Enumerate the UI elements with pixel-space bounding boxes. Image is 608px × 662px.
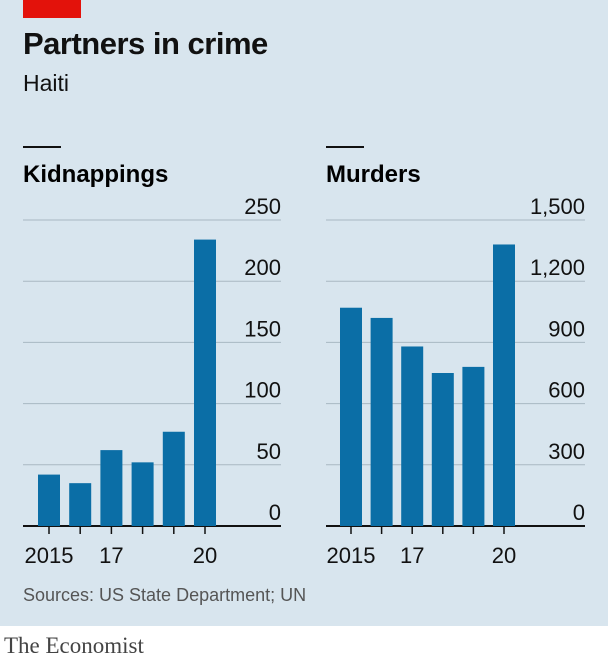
- kidnappings-bar-2016: [69, 483, 92, 526]
- murders-bar-2015: [340, 307, 362, 526]
- murders-y-tick-label: 1,200: [530, 255, 585, 280]
- murders-x-tick-label: 2015: [327, 543, 376, 568]
- murders-panel-title: Murders: [326, 161, 421, 188]
- kidnappings-bar-2018: [131, 462, 154, 526]
- kidnappings-y-tick-label: 50: [257, 439, 281, 464]
- kidnappings-bar-2017: [100, 450, 123, 526]
- murders-y-tick-label: 300: [548, 439, 585, 464]
- murders-y-tick-label: 900: [548, 316, 585, 341]
- kidnappings-y-tick-label: 150: [244, 316, 281, 341]
- brand-red-tab: [23, 0, 81, 18]
- kidnappings-y-tick-label: 100: [244, 378, 281, 403]
- kidnappings-y-tick-label: 200: [244, 255, 281, 280]
- kidnappings-panel-title: Kidnappings: [23, 161, 168, 188]
- murders-y-tick-label: 0: [573, 500, 585, 525]
- murders-x-tick-label: 17: [400, 543, 424, 568]
- murders-bar-2020: [493, 244, 515, 527]
- kidnappings-bar-2019: [162, 431, 185, 526]
- murders-x-tick-label: 20: [492, 543, 516, 568]
- murders-y-tick-label: 1,500: [530, 194, 585, 219]
- kidnappings-x-tick-label: 17: [99, 543, 123, 568]
- brand-logo-text: The Economist: [4, 633, 144, 658]
- source-note: Sources: US State Department; UN: [23, 585, 307, 605]
- kidnappings-x-tick-label: 2015: [25, 543, 74, 568]
- kidnappings-bar-2015: [38, 474, 60, 526]
- murders-y-tick-label: 600: [548, 378, 585, 403]
- murders-bar-2019: [462, 366, 485, 526]
- chart-title: Partners in crime: [23, 26, 268, 61]
- kidnappings-x-tick-label: 20: [193, 543, 217, 568]
- footer-bar: [0, 626, 608, 662]
- murders-bar-2018: [431, 373, 454, 526]
- murders-bar-2016: [370, 317, 393, 526]
- kidnappings-y-tick-label: 0: [269, 500, 281, 525]
- kidnappings-bar-2020: [194, 239, 216, 527]
- murders-bar-2017: [401, 346, 424, 526]
- kidnappings-y-tick-label: 250: [244, 194, 281, 219]
- chart-subtitle: Haiti: [23, 70, 70, 96]
